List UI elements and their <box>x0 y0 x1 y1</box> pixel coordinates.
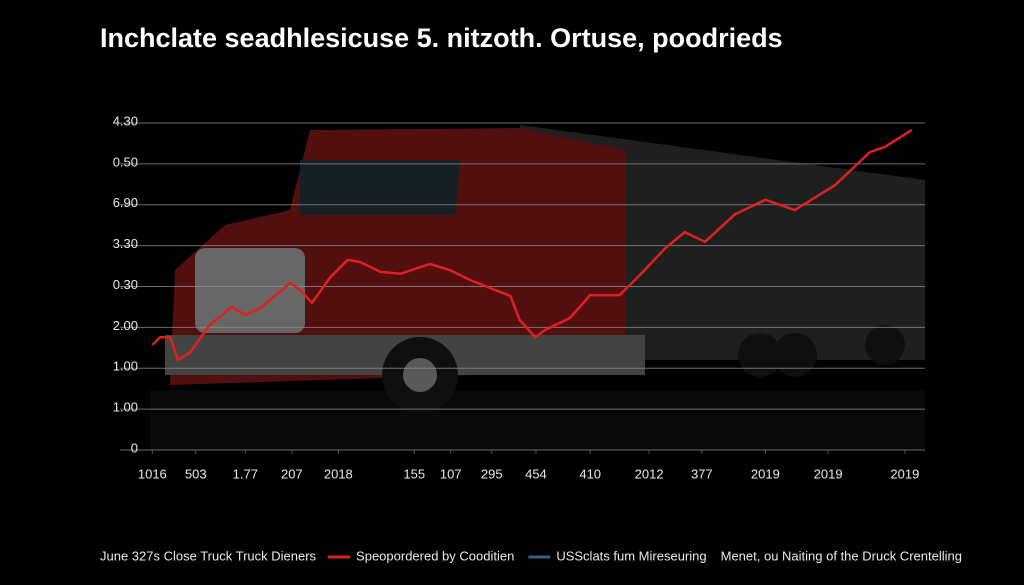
legend-label: Menet, ou Naiting of the Druck Crentelli… <box>721 548 962 563</box>
x-tick-label: 503 <box>185 466 207 481</box>
legend-label: USSclats fum Mireseuring <box>556 548 706 563</box>
y-tick-label: 0 <box>131 440 138 455</box>
x-tick-label: 295 <box>481 466 503 481</box>
line-series <box>151 128 913 362</box>
x-tick-label: 207 <box>281 466 303 481</box>
y-tick-label: 2.00 <box>113 318 138 333</box>
y-tick-label: 3.30 <box>113 236 138 251</box>
x-tick-label: 2019 <box>814 466 843 481</box>
y-tick-label: 1.00 <box>113 359 138 374</box>
x-tick-label: 410 <box>579 466 601 481</box>
x-tick-label: 1.77 <box>233 466 258 481</box>
y-tick-label: 4.30 <box>113 113 138 128</box>
x-tick-label: 2019 <box>890 466 919 481</box>
truck-background <box>150 125 925 450</box>
y-tick-label: 0.50 <box>113 154 138 169</box>
y-tick-label: 6.90 <box>113 195 138 210</box>
legend-title: June 327s Close Truck Truck Dieners <box>100 548 317 563</box>
x-tick-label: 2018 <box>324 466 353 481</box>
x-tick-label: 107 <box>440 466 462 481</box>
y-tick-label: 1.00 <box>113 400 138 415</box>
x-tick-label: 155 <box>403 466 425 481</box>
y-tick-label: 0.30 <box>113 277 138 292</box>
x-tick-label: 2012 <box>635 466 664 481</box>
chart-title: Inchclate seadhlesicuse 5. nitzoth. Ortu… <box>100 23 783 53</box>
x-tick-label: 377 <box>691 466 713 481</box>
x-tick-label: 454 <box>525 466 547 481</box>
legend-label: Speopordered by Cooditien <box>356 548 514 563</box>
x-tick-label: 1016 <box>138 466 167 481</box>
x-tick-label: 2019 <box>751 466 780 481</box>
